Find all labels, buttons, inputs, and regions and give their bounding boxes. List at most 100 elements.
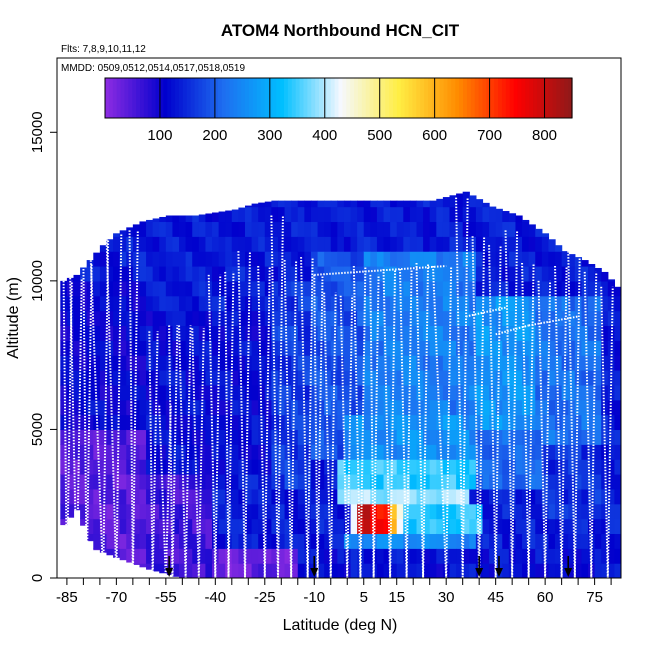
heatmap-cell (106, 414, 114, 431)
heatmap-cell (548, 325, 556, 341)
heatmap-cell (231, 280, 240, 297)
heatmap-cell (225, 325, 233, 341)
heatmap-cell (502, 325, 510, 341)
heatmap-cell (245, 399, 253, 416)
colorbar-segment (361, 78, 367, 118)
heatmap-cell (225, 295, 233, 312)
heatmap-cell (541, 251, 550, 267)
heatmap-cell (212, 370, 220, 386)
heatmap-cell (383, 266, 391, 282)
chart-dates-label: MMDD: 0509,0512,0514,0517,0518,0519 (61, 63, 245, 74)
heatmap-cell (495, 340, 503, 356)
heatmap-cell (212, 355, 220, 371)
colorbar-segment (151, 78, 157, 118)
colorbar-segment (291, 78, 297, 118)
heatmap-cell (350, 563, 358, 578)
heatmap-cell (198, 518, 207, 535)
heatmap-cell (119, 399, 127, 416)
heatmap-cell (271, 280, 279, 297)
heatmap-cell (429, 200, 437, 208)
heatmap-cell (363, 310, 371, 327)
heatmap-cell (416, 310, 424, 327)
heatmap-cell (449, 206, 457, 223)
colorbar-segment (221, 78, 227, 118)
heatmap-cell (456, 384, 464, 401)
heatmap-cell (119, 414, 127, 431)
heatmap-cell (238, 518, 246, 535)
heatmap-cell (330, 384, 338, 401)
heatmap-cell (607, 548, 616, 564)
flight-profile (455, 197, 469, 578)
heatmap-cell (198, 533, 207, 549)
heatmap-cell (245, 459, 253, 475)
heatmap-cell (548, 239, 556, 252)
heatmap-cell (475, 340, 484, 356)
heatmap-cell (165, 533, 174, 549)
heatmap-cell (159, 399, 167, 416)
heatmap-cell (284, 310, 292, 327)
heatmap-cell (212, 221, 220, 237)
heatmap-cell (179, 325, 187, 341)
heatmap-cell (172, 295, 180, 312)
heatmap-cell (515, 236, 523, 252)
heatmap-cell (581, 325, 589, 341)
heatmap-cell (469, 384, 477, 401)
colorbar-segment (470, 78, 476, 118)
heatmap-cell (429, 518, 437, 535)
heatmap-cell (218, 280, 226, 297)
x-axis: -85 -70 -55 -40 -25 -10 5 15 30 45 60 75 (56, 578, 612, 606)
heatmap-cell (198, 251, 207, 267)
heatmap-cell (495, 295, 503, 312)
heatmap-cell (152, 310, 160, 327)
heatmap-cell (60, 280, 68, 297)
heatmap-cell (284, 266, 292, 282)
heatmap-cell (66, 414, 75, 431)
heatmap-cell (205, 266, 213, 282)
flight-profiles (62, 197, 614, 578)
heatmap-cell (588, 310, 596, 327)
heatmap-cell (106, 239, 114, 252)
heatmap-cell (396, 251, 404, 267)
heatmap-cell (277, 399, 286, 416)
heatmap-cell (317, 206, 325, 223)
heatmap-cell (271, 459, 279, 475)
heatmap-cell (561, 533, 569, 549)
heatmap-cell (383, 355, 391, 371)
heatmap-cell (251, 518, 259, 535)
heatmap-cell (548, 459, 556, 475)
heatmap-cell (568, 444, 576, 460)
heatmap-cell (370, 429, 378, 445)
colorbar-segment (120, 78, 126, 118)
heatmap-cell (119, 474, 127, 490)
heatmap-cell (390, 414, 398, 431)
heatmap-cell (436, 488, 444, 505)
heatmap-cell (86, 503, 94, 520)
heatmap-cell (409, 310, 418, 327)
heatmap-cell (99, 474, 108, 490)
heatmap-cell (185, 280, 193, 297)
heatmap-cell (357, 236, 365, 252)
heatmap-cell (73, 355, 81, 371)
heatmap-cell (284, 221, 292, 237)
heatmap-cell (390, 563, 398, 578)
heatmap-cell (198, 236, 207, 252)
heatmap-cell (60, 503, 68, 520)
heatmap-cell (475, 266, 484, 282)
heatmap-cell (146, 429, 154, 445)
heatmap-cell (152, 414, 160, 431)
heatmap-cell (245, 205, 253, 208)
heatmap-cell (245, 295, 253, 312)
heatmap-cell (489, 310, 497, 327)
heatmap-cell (218, 503, 226, 520)
heatmap-cell (297, 355, 305, 371)
colorbar-segment (396, 78, 402, 118)
heatmap-cell (165, 221, 174, 237)
heatmap-cell (225, 251, 233, 267)
heatmap-cell (436, 518, 444, 535)
heatmap-cell (370, 474, 378, 490)
heatmap-cell (205, 518, 213, 535)
heatmap-cell (205, 340, 213, 356)
heatmap-cell (337, 355, 345, 371)
heatmap-cell (528, 340, 536, 356)
heatmap-cell (152, 280, 160, 297)
